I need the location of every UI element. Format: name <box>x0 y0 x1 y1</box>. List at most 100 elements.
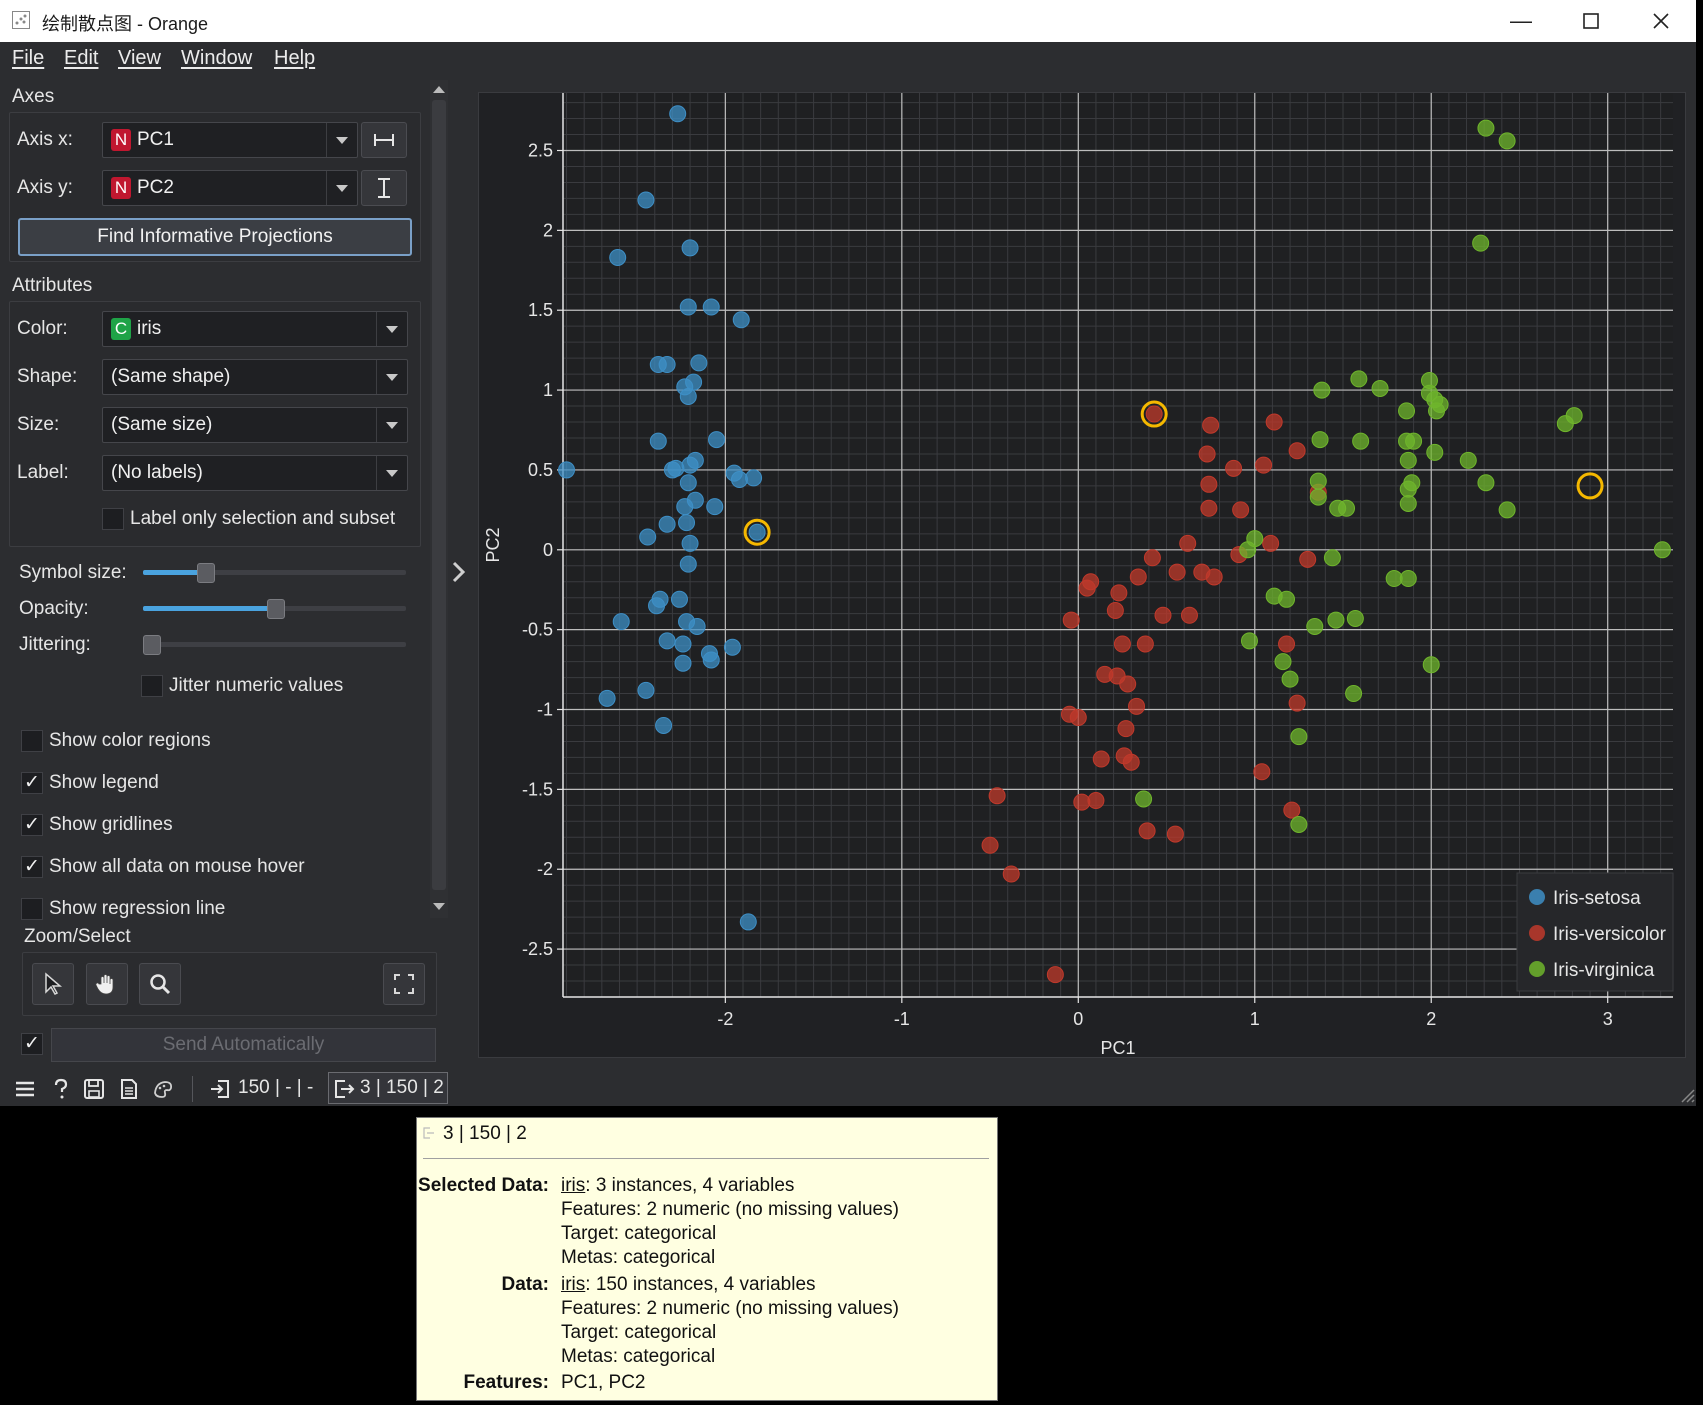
scatter-plot[interactable]: -2 -1 0 1 2 3 2.5 2 1.5 1 0.5 0 -0.5 -1 -1.5 -2 -2.5 PC1 P… <box>479 93 1685 1058</box>
menu-help[interactable]: Help <box>274 47 316 69</box>
data-point-iris-virginica <box>1281 670 1299 688</box>
jittering-handle[interactable] <box>143 635 161 655</box>
data-point-iris-virginica <box>1398 402 1416 420</box>
output-summary[interactable]: 3 | 150 | 2 <box>360 1077 444 1098</box>
axis-x-label: Axis x: <box>17 129 73 150</box>
data-point-iris-versicolor <box>1110 584 1128 602</box>
data-point-iris-setosa <box>558 461 576 479</box>
window-title: 绘制散点图 - Orange <box>42 14 209 34</box>
reset-zoom-button[interactable] <box>383 963 425 1005</box>
data-point-iris-setosa <box>658 632 676 650</box>
input-icon <box>211 1080 229 1098</box>
show-all-data-on-hover-checkbox[interactable] <box>21 855 43 878</box>
show-regression-line-checkbox[interactable] <box>21 898 43 920</box>
scatter-plot-app-icon <box>12 11 30 29</box>
zoom-tool-button[interactable] <box>139 963 181 1005</box>
shape-label: Shape: <box>17 366 78 387</box>
data-point-iris-setosa <box>681 456 699 474</box>
zoom-select-section-title: Zoom/Select <box>24 926 131 947</box>
find-informative-projections-button[interactable]: Find Informative Projections <box>18 218 412 256</box>
data-point-iris-versicolor <box>1288 694 1306 712</box>
save-icon[interactable] <box>83 1078 105 1100</box>
axis-x-combo[interactable]: N PC1 <box>102 122 358 158</box>
data-point-iris-versicolor <box>1154 606 1172 624</box>
data-point-iris-virginica <box>1290 816 1308 834</box>
data-point-iris-versicolor <box>1087 792 1105 810</box>
data-point-iris-virginica <box>1346 609 1364 627</box>
help-icon[interactable] <box>49 1078 71 1100</box>
data-point-iris-virginica <box>1309 472 1327 490</box>
send-automatically-checkbox[interactable] <box>21 1032 43 1055</box>
data-point-iris-versicolor <box>1129 568 1147 586</box>
input-summary[interactable]: 150 | - | - <box>238 1077 314 1098</box>
label-combo[interactable]: (No labels) <box>102 455 408 491</box>
y-tick-label: 1.5 <box>528 300 553 320</box>
data-target: Target: categorical <box>561 1322 717 1343</box>
data-point-iris-virginica <box>1498 132 1516 150</box>
zoom-select-box <box>22 952 437 1016</box>
fit-view-icon <box>394 974 414 994</box>
swap-y-button[interactable] <box>361 170 407 206</box>
data-point-iris-setosa <box>639 528 657 546</box>
opacity-handle[interactable] <box>266 599 285 619</box>
menu-edit[interactable]: Edit <box>64 47 99 69</box>
data-point-iris-setosa <box>730 471 748 489</box>
axis-y-combo[interactable]: N PC2 <box>102 170 358 206</box>
swap-x-button[interactable] <box>361 122 407 158</box>
selected-data-features: Features: 2 numeric (no missing values) <box>561 1199 899 1220</box>
shape-combo[interactable]: (Same shape) <box>102 359 408 395</box>
axis-x-value: PC1 <box>137 129 174 151</box>
jitter-numeric-checkbox[interactable] <box>141 675 163 697</box>
data-point-iris-versicolor <box>1069 708 1087 726</box>
data-point-iris-versicolor <box>1113 635 1131 653</box>
data-point-iris-setosa <box>648 597 666 615</box>
data-point-iris-versicolor <box>1278 635 1296 653</box>
data-point-iris-setosa <box>612 613 630 631</box>
data-point-iris-versicolor <box>1106 601 1124 619</box>
jitter-numeric-label: Jitter numeric values <box>169 675 344 696</box>
menu-icon[interactable] <box>14 1078 36 1100</box>
label-only-selection-checkbox[interactable] <box>102 508 124 530</box>
output-icon <box>335 1080 355 1098</box>
send-automatically-button[interactable]: Send Automatically <box>51 1028 436 1062</box>
legend-label: Iris-versicolor <box>1553 924 1667 945</box>
show-color-regions-checkbox[interactable] <box>21 730 43 752</box>
jittering-slider[interactable] <box>143 642 406 647</box>
visual-settings-icon[interactable] <box>152 1078 174 1100</box>
data-point-iris-setosa <box>732 311 750 329</box>
collapse-panel-icon[interactable] <box>452 561 466 583</box>
data-point-iris-virginica <box>1278 590 1296 608</box>
report-icon[interactable] <box>118 1078 140 1100</box>
legend-marker <box>1529 961 1545 977</box>
pan-tool-button[interactable] <box>86 963 128 1005</box>
data-key: Data: <box>501 1274 549 1295</box>
opacity-fill <box>143 606 273 611</box>
menu-view[interactable]: View <box>118 47 161 69</box>
data-point-iris-setosa <box>670 590 688 608</box>
show-gridlines-checkbox[interactable] <box>21 813 43 836</box>
select-tool-button[interactable] <box>32 963 74 1005</box>
data-point-iris-virginica <box>1477 474 1495 492</box>
close-button[interactable] <box>1626 0 1696 42</box>
data-metas: Metas: categorical <box>561 1346 716 1367</box>
resize-grip-icon[interactable] <box>1674 1082 1696 1104</box>
minimize-button[interactable]: — <box>1510 8 1532 33</box>
x-axis-label: PC1 <box>1100 1038 1135 1057</box>
maximize-button[interactable] <box>1556 0 1626 42</box>
show-legend-checkbox[interactable] <box>21 771 43 794</box>
data-point-iris-versicolor <box>1138 822 1156 840</box>
menu-file[interactable]: File <box>12 47 45 69</box>
data-point-iris-versicolor <box>1145 405 1163 423</box>
menu-window[interactable]: Window <box>181 47 253 69</box>
control-panel-scrollbar[interactable] <box>430 80 448 918</box>
symbol-size-slider[interactable] <box>143 570 406 575</box>
data-point-iris-virginica <box>1472 234 1490 252</box>
scroll-up-icon <box>433 86 445 93</box>
scrollbar-thumb[interactable] <box>432 100 446 890</box>
symbol-size-handle[interactable] <box>197 563 216 583</box>
legend-label: Iris-setosa <box>1553 888 1641 909</box>
data-point-iris-setosa <box>685 373 703 391</box>
size-combo[interactable]: (Same size) <box>102 407 408 443</box>
legend-marker <box>1529 925 1545 941</box>
